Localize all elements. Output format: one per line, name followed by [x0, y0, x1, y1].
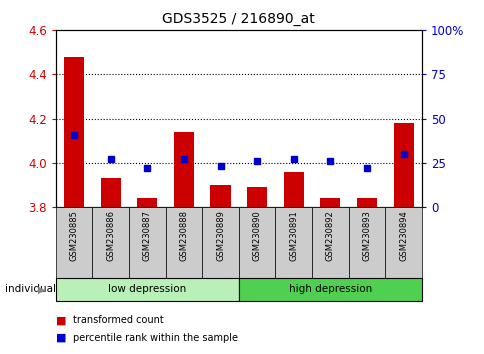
Text: GSM230888: GSM230888: [179, 210, 188, 261]
Bar: [348, 207, 385, 278]
Bar: [56, 278, 239, 301]
Bar: [137, 198, 157, 207]
Bar: [100, 178, 121, 207]
Text: low depression: low depression: [108, 284, 186, 295]
Bar: [64, 57, 84, 207]
Bar: [56, 207, 92, 278]
Text: GSM230892: GSM230892: [325, 210, 334, 261]
Text: individual: individual: [5, 284, 56, 295]
Text: ▶: ▶: [37, 284, 45, 295]
Bar: [393, 123, 413, 207]
Bar: [166, 207, 202, 278]
Text: GSM230889: GSM230889: [215, 210, 225, 261]
Text: GSM230890: GSM230890: [252, 210, 261, 261]
Text: GSM230893: GSM230893: [362, 210, 371, 261]
Bar: [129, 207, 166, 278]
Bar: [283, 172, 303, 207]
Bar: [384, 207, 421, 278]
Text: high depression: high depression: [288, 284, 371, 295]
Bar: [202, 207, 239, 278]
Text: GSM230894: GSM230894: [398, 210, 408, 261]
Text: GSM230886: GSM230886: [106, 210, 115, 261]
Text: percentile rank within the sample: percentile rank within the sample: [73, 333, 237, 343]
Title: GDS3525 / 216890_at: GDS3525 / 216890_at: [162, 12, 315, 26]
Bar: [92, 207, 129, 278]
Text: ■: ■: [56, 315, 66, 325]
Text: transformed count: transformed count: [73, 315, 163, 325]
Bar: [356, 198, 377, 207]
Text: ■: ■: [56, 333, 66, 343]
Bar: [239, 278, 421, 301]
Bar: [239, 207, 275, 278]
Text: GSM230885: GSM230885: [69, 210, 78, 261]
Text: GSM230887: GSM230887: [142, 210, 151, 261]
Bar: [210, 185, 230, 207]
Bar: [275, 207, 312, 278]
Text: GSM230891: GSM230891: [288, 210, 298, 261]
Bar: [246, 187, 267, 207]
Bar: [319, 198, 340, 207]
Bar: [312, 207, 348, 278]
Bar: [173, 132, 194, 207]
